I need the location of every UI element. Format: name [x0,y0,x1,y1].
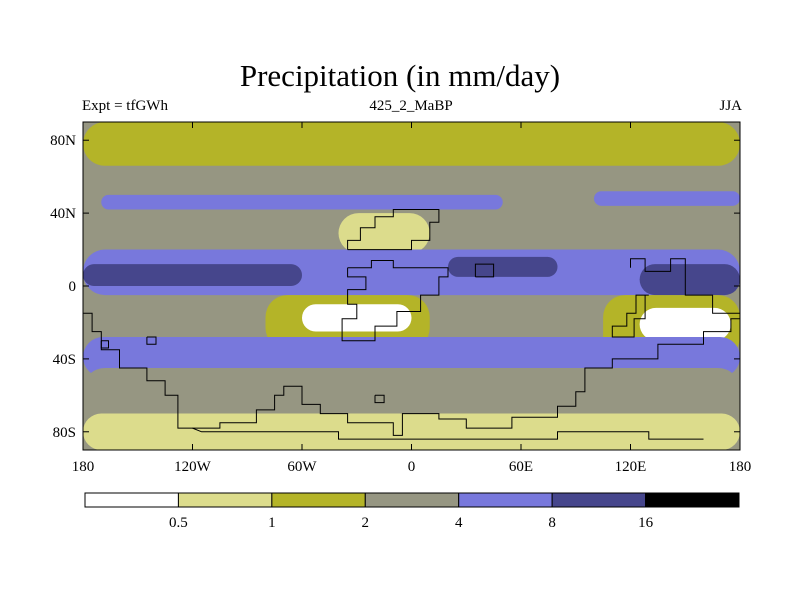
axis-ticks: 180 120W 60W 0 60E 120E 180 80N 40N 0 40S 80S [50,122,751,475]
precipitation-field [83,122,740,450]
coastline-segment [374,394,385,404]
colorbar-swatch [551,492,647,508]
y-tick-label: 80N [50,133,76,149]
colorbar: 0.5 1 2 4 8 16 [84,492,740,531]
region-itcz-heavy-west [83,264,302,286]
region-north-atlantic-wet-streak [101,194,503,210]
x-tick-label: 120W [174,459,212,475]
colorbar-label: 4 [455,515,463,531]
y-tick-label: 0 [69,279,77,295]
colorbar-swatch [458,492,553,508]
time-period-label: 425_2_MaBP [369,98,453,114]
chart-title: Precipitation (in mm/day) [239,58,561,93]
coastline-outline [83,209,740,440]
region-north-polar-band [83,122,740,166]
coastline-segment [347,209,440,251]
colorbar-label: 0.5 [169,515,188,531]
x-tick-label: 0 [408,459,416,475]
region-northern-landmass-dry-patch [338,213,430,254]
season-label: JJA [719,98,742,114]
colorbar-label: 16 [638,515,654,531]
region-itcz-heavy-central [448,256,558,277]
coastline-segment [83,312,740,436]
x-tick-label: 60E [509,459,533,475]
x-tick-label: 120E [615,459,647,475]
y-tick-label: 40N [50,206,76,222]
coastline-segment [192,427,704,440]
x-tick-label: 180 [72,459,95,475]
coastline-segment [341,260,449,342]
x-tick-label: 180 [729,459,752,475]
coastline-segment [630,258,740,314]
coastline-segment [474,263,495,278]
coastline-segment [146,336,157,345]
x-tick-label: 60W [287,459,317,475]
colorbar-swatch [84,492,179,508]
colorbar-swatch [364,492,460,508]
colorbar-swatch [271,492,366,508]
coastline-segment [611,294,649,338]
region-southern-storm-track [83,337,740,378]
region-subtropical-arid-east [639,307,731,341]
colorbar-label: 2 [362,515,370,531]
colorbar-swatch [177,492,273,508]
experiment-label: Expt = tfGWh [82,98,168,114]
colorbar-label: 8 [548,515,556,531]
coastline-segment [100,340,109,349]
colorbar-label: 1 [268,515,276,531]
region-north-pacific-wet-streak [594,191,740,206]
y-tick-label: 80S [53,425,76,441]
region-itcz-heavy-east [639,264,740,296]
colorbar-swatch [645,492,740,508]
y-tick-label: 40S [53,352,76,368]
